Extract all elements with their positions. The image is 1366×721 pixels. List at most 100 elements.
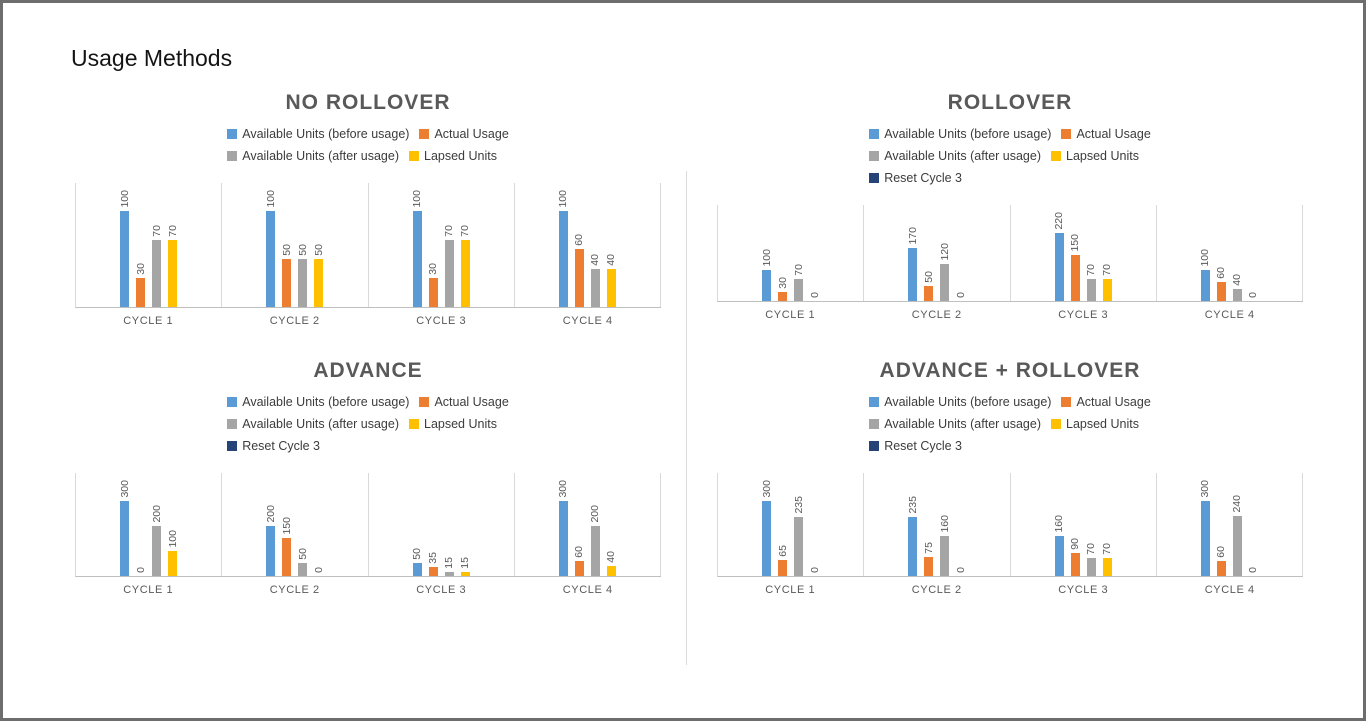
bar-cell: 50 — [297, 183, 309, 307]
legend-label: Available Units (before usage) — [242, 127, 410, 141]
bar — [1054, 233, 1064, 301]
bar — [1086, 279, 1096, 301]
legend-item: Actual Usage — [419, 395, 509, 409]
legend-label: Available Units (before usage) — [884, 395, 1052, 409]
bar-value-label: 100 — [264, 190, 277, 208]
bar — [120, 501, 130, 576]
legend-swatch — [1061, 397, 1072, 407]
bar — [924, 286, 934, 301]
bar — [298, 563, 308, 576]
bar-cell: 150 — [1069, 205, 1081, 301]
bar-value-label: 150 — [280, 517, 293, 535]
bar-cell: 0 — [955, 205, 967, 301]
bar-value-label: 50 — [280, 244, 293, 256]
bar-value-label: 300 — [557, 480, 570, 498]
bar — [606, 269, 616, 307]
bar-cell: 0 — [134, 473, 146, 576]
category-group: 300 0 200 100 — [76, 473, 223, 576]
legend-swatch — [869, 419, 880, 429]
bar-cell: 100 — [264, 183, 277, 307]
bar-cell: 0 — [313, 473, 325, 576]
bar-cell: 220 — [1053, 205, 1065, 301]
legend-row: Available Units (after usage) Lapsed Unit… — [227, 149, 509, 163]
bar-cell: 70 — [443, 183, 455, 307]
legend-item: Lapsed Units — [1051, 149, 1139, 163]
bar-value-label: 100 — [118, 190, 131, 208]
bar — [794, 279, 804, 301]
category-group: 235 75 160 0 — [864, 473, 1011, 576]
legend-row: Available Units (after usage) Lapsed Unit… — [869, 417, 1151, 431]
chart-x-axis: CYCLE 1 CYCLE 2 CYCLE 3 CYCLE 4 — [717, 309, 1303, 321]
legend-item: Actual Usage — [419, 127, 509, 141]
bar-cell: 70 — [1101, 473, 1113, 576]
category-group: 100 60 40 40 — [515, 183, 661, 307]
bar-cell: 0 — [1247, 473, 1259, 576]
category-label: CYCLE 2 — [911, 584, 962, 596]
legend-label: Actual Usage — [1076, 395, 1151, 409]
bar-value-label: 30 — [776, 277, 789, 289]
category-label: CYCLE 1 — [765, 584, 816, 596]
bar-cell: 70 — [166, 183, 178, 307]
category-group: 300 65 235 0 — [718, 473, 865, 576]
legend-item: Reset Cycle 3 — [227, 439, 320, 453]
chart-legend: Available Units (before usage) Actual Usa… — [869, 395, 1151, 461]
category-label: CYCLE 4 — [562, 315, 613, 327]
legend-item: Available Units (after usage) — [869, 417, 1041, 431]
legend-swatch — [227, 419, 238, 429]
bar-cell: 100 — [1199, 205, 1211, 301]
chart-x-axis: CYCLE 1 CYCLE 2 CYCLE 3 CYCLE 4 — [75, 315, 661, 327]
bar-value-label: 0 — [808, 567, 821, 573]
legend-label: Lapsed Units — [1066, 417, 1139, 431]
chart-title: ADVANCE + ROLLOVER — [879, 359, 1141, 382]
category-label: CYCLE 1 — [123, 584, 174, 596]
bar — [1070, 553, 1080, 576]
bar — [574, 561, 584, 576]
legend-swatch — [419, 397, 430, 407]
bar-value-label: 40 — [605, 254, 618, 266]
legend-swatch — [869, 397, 880, 407]
bar-cell: 60 — [573, 183, 585, 307]
legend-swatch — [409, 419, 419, 429]
bar — [152, 240, 162, 307]
bar-value-label: 50 — [922, 271, 935, 283]
legend-item: Available Units (after usage) — [227, 149, 399, 163]
bar-cell: 70 — [459, 183, 471, 307]
bar — [1054, 536, 1064, 576]
legend-swatch — [1051, 151, 1061, 161]
category-group: 100 50 50 50 — [222, 183, 369, 307]
bar — [762, 501, 772, 576]
bar-cell: 70 — [150, 183, 162, 307]
category-group: 160 90 70 70 — [1011, 473, 1157, 576]
bar — [1232, 516, 1242, 576]
category-label: CYCLE 3 — [416, 315, 467, 327]
bar — [940, 536, 950, 576]
category-label: CYCLE 2 — [269, 584, 320, 596]
chart-x-axis: CYCLE 1 CYCLE 2 CYCLE 3 CYCLE 4 — [717, 584, 1303, 596]
category-label: CYCLE 2 — [911, 309, 962, 321]
legend-label: Actual Usage — [1076, 127, 1151, 141]
category-label: CYCLE 4 — [1204, 309, 1255, 321]
bar — [908, 248, 918, 301]
chart-plot-area: 100 30 70 0 170 50 120 0 220 150 70 70 100 60 40 0 — [717, 205, 1303, 302]
bar-value-label: 200 — [264, 505, 277, 523]
bar-cell: 0 — [808, 473, 821, 576]
bar-value-label: 170 — [906, 227, 919, 245]
bar — [794, 517, 804, 576]
bar — [152, 526, 162, 576]
bar-cell: 50 — [411, 473, 423, 576]
category-group: 100 30 70 70 — [369, 183, 515, 307]
category-group: 300 60 200 40 — [515, 473, 661, 576]
bar-value-label: 120 — [938, 243, 951, 261]
chart-plot-area: 300 65 235 0 235 75 160 0 160 90 70 70 300 60 240 0 — [717, 473, 1303, 577]
bar-value-label: 200 — [589, 505, 602, 523]
legend-label: Reset Cycle 3 — [242, 439, 321, 453]
legend-label: Available Units (after usage) — [242, 417, 399, 431]
bar-cell: 240 — [1231, 473, 1243, 576]
bar-value-label: 160 — [938, 515, 951, 533]
legend-item: Available Units (before usage) — [227, 395, 409, 409]
bar — [428, 278, 438, 307]
bar-cell: 60 — [1215, 473, 1227, 576]
column-divider — [686, 171, 687, 665]
bar-cell: 90 — [1069, 473, 1081, 576]
bar-cell: 300 — [1199, 473, 1211, 576]
